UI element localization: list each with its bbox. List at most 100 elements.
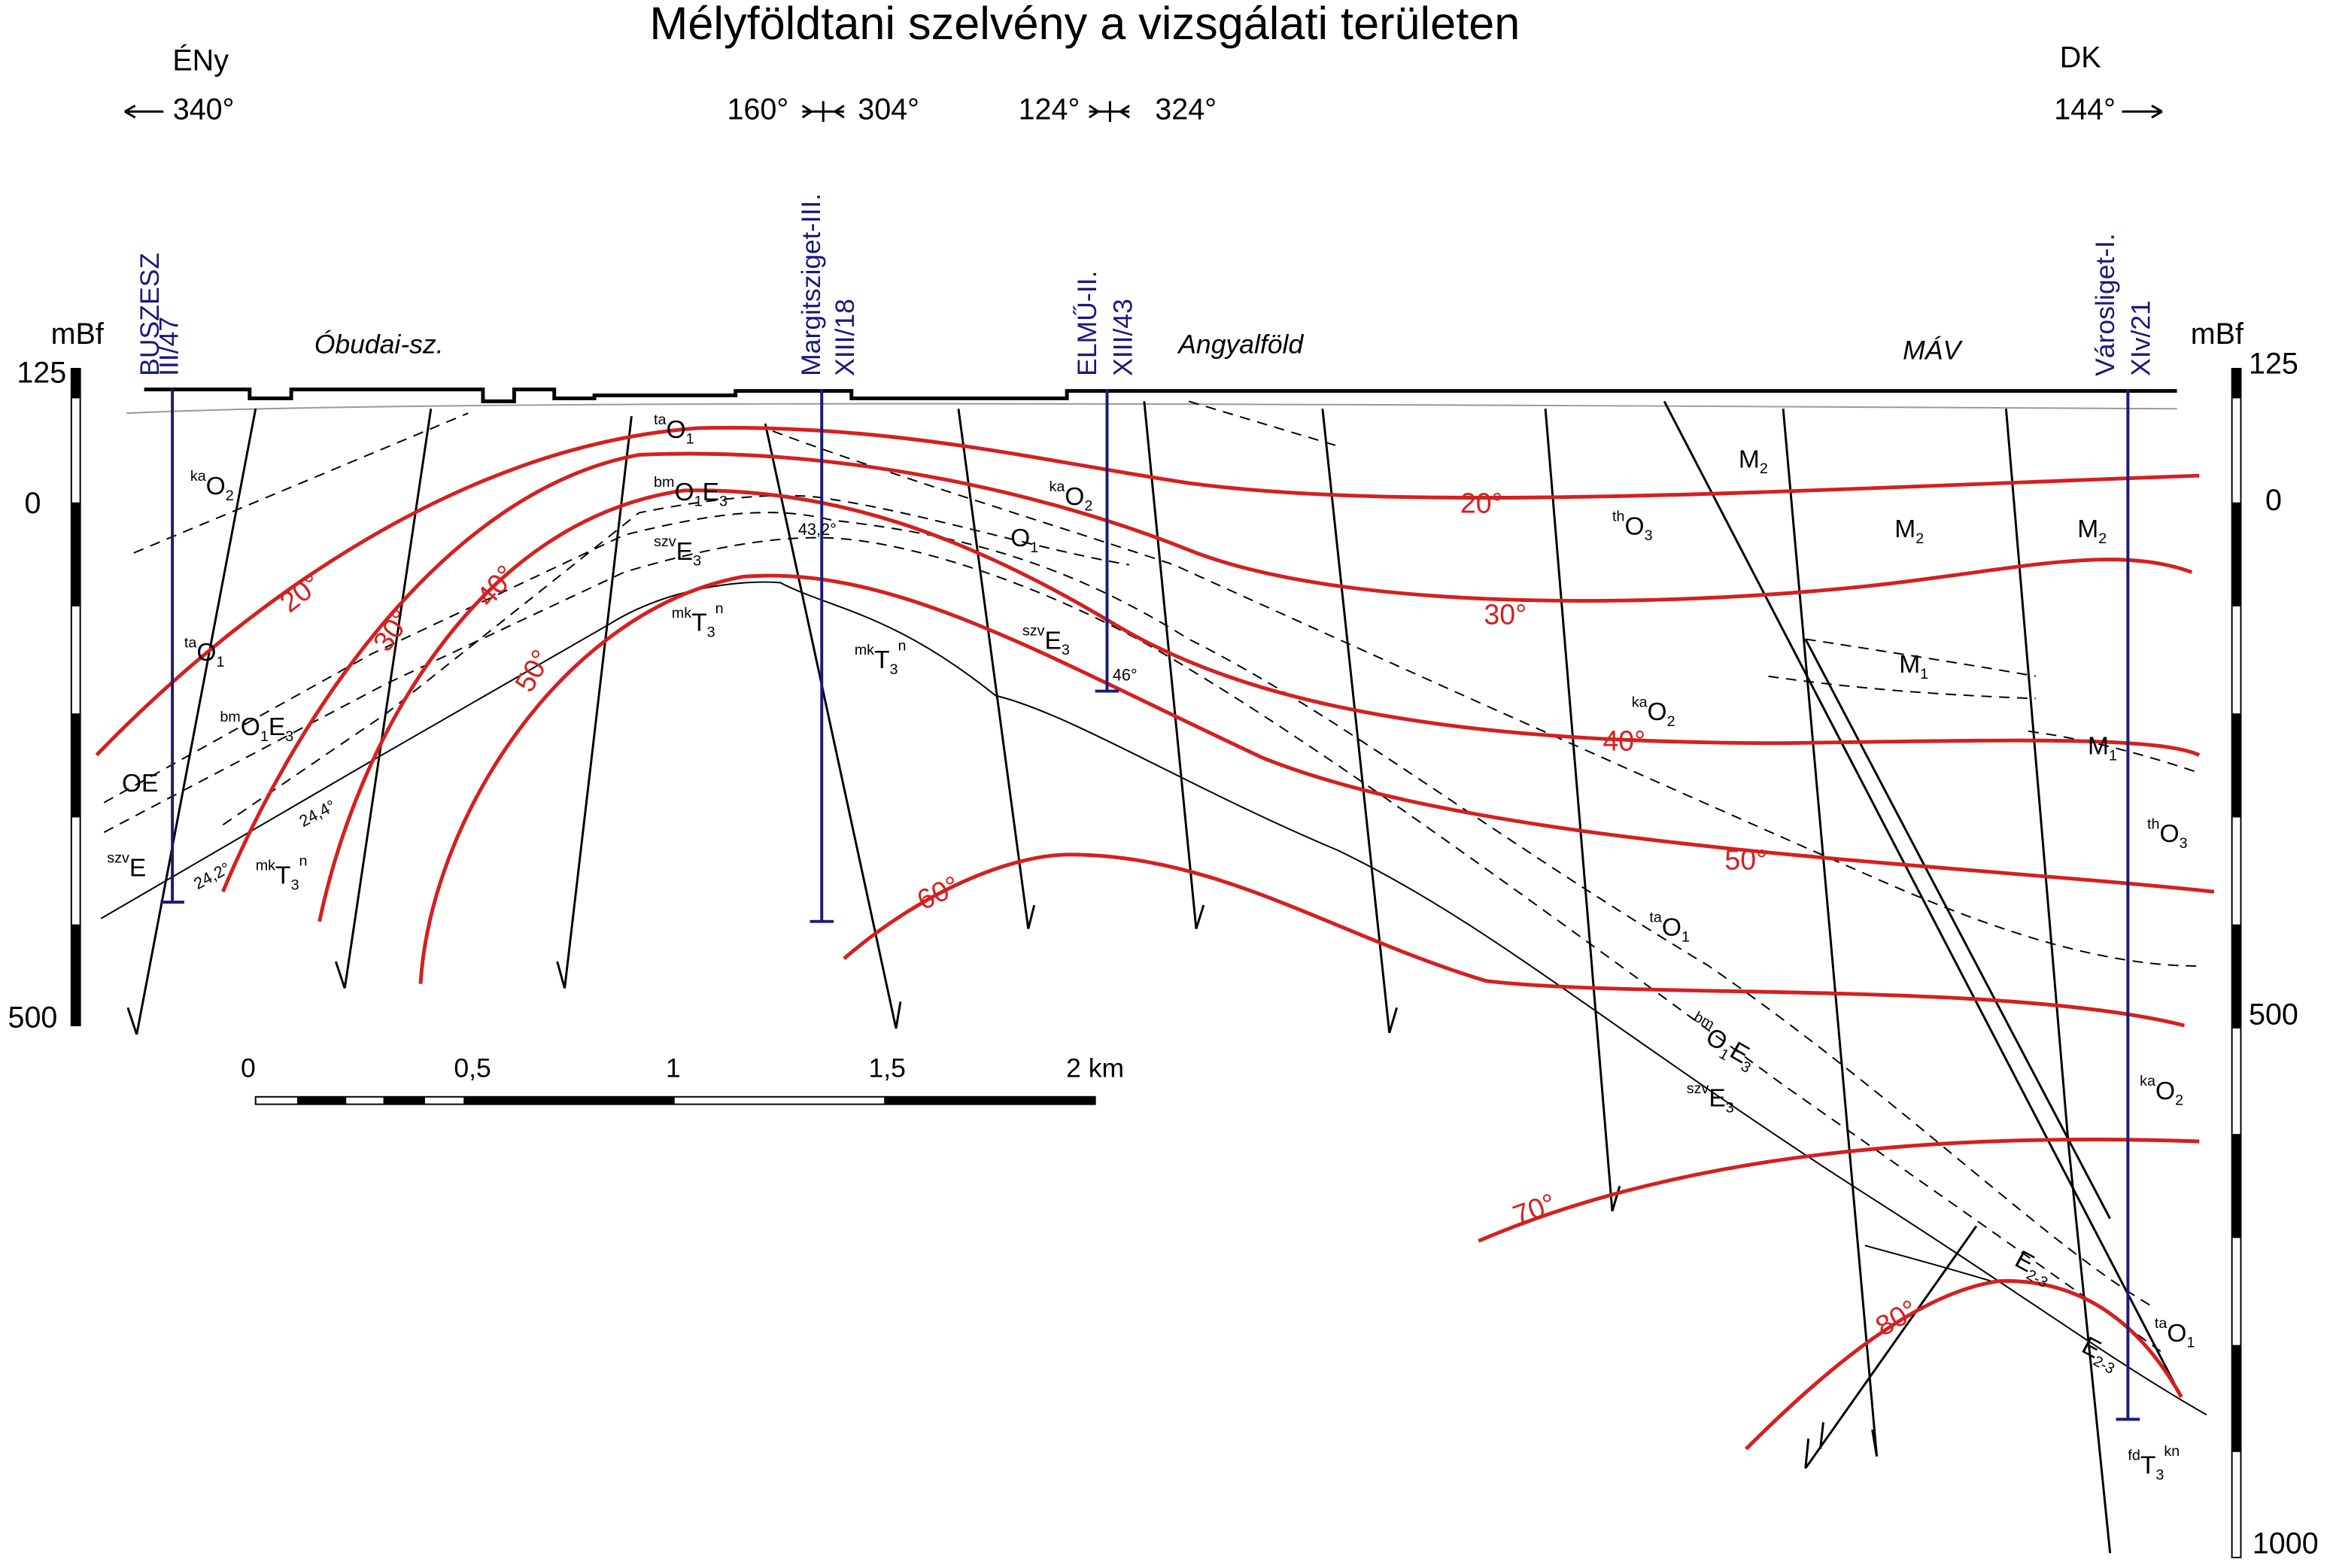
formation-main: E bbox=[1709, 1085, 1725, 1113]
wells bbox=[160, 389, 2140, 1421]
azimuth: 340° bbox=[173, 93, 235, 126]
well-name: Margitsziget-III. bbox=[796, 193, 826, 376]
formation-sub: 2 bbox=[226, 488, 234, 504]
well-name: ELMŰ-II. bbox=[1072, 271, 1102, 376]
formation-sub2: 3 bbox=[719, 494, 728, 510]
formation-pre: ka bbox=[190, 468, 206, 485]
formation-sub: 3 bbox=[1726, 1100, 1734, 1117]
well-name: Városliget-I. bbox=[2090, 233, 2120, 376]
unit: mBf bbox=[2191, 318, 2244, 351]
formation-label: mkT3n bbox=[672, 600, 724, 641]
isotherm-label: 30° bbox=[1484, 599, 1526, 631]
formation-main2: E bbox=[703, 479, 719, 506]
formation-label: M1 bbox=[1899, 651, 1928, 682]
formation-pre: ka bbox=[2140, 1073, 2155, 1089]
formation-label: szvE3 bbox=[1022, 623, 1070, 659]
formation-post: n bbox=[898, 638, 907, 655]
formation-label: mkT3n bbox=[855, 638, 907, 679]
place: MÁV bbox=[1903, 336, 1963, 366]
formation-label: kaO2 bbox=[1049, 479, 1092, 515]
formation-sub: 2 bbox=[1915, 530, 1924, 547]
formation-main: M bbox=[2088, 732, 2109, 760]
formation-main: O bbox=[667, 416, 686, 444]
direction: ÉNy bbox=[172, 44, 229, 77]
formation-pre: szv bbox=[107, 850, 129, 867]
surface bbox=[144, 387, 2177, 403]
well-id: XIII/43 bbox=[1108, 299, 1138, 376]
title: Mélyföldtani szelvény a vizsgálati terül… bbox=[649, 0, 1520, 49]
elevation-bar-left bbox=[70, 367, 81, 1026]
azimuth-arrows bbox=[124, 101, 2163, 123]
formation-label: taO1 bbox=[654, 412, 694, 448]
isotherm-label: 20° bbox=[1460, 488, 1503, 519]
formation-pre: bm bbox=[654, 474, 674, 491]
formation-main: O bbox=[674, 479, 694, 506]
formation-main: O bbox=[241, 713, 260, 741]
formation-main2: E bbox=[269, 713, 285, 741]
formation-sub: 3 bbox=[890, 661, 898, 678]
scale-label: 0,5 bbox=[454, 1053, 491, 1083]
formation-label: M1 bbox=[2088, 732, 2117, 764]
dashed-boundaries bbox=[103, 400, 2200, 1354]
formation-label: thO3 bbox=[2147, 816, 2188, 852]
formation-post: n bbox=[299, 853, 308, 870]
formation-sub: 3 bbox=[291, 877, 299, 894]
formation-pre: mk bbox=[256, 858, 275, 874]
isotherm-label: 50° bbox=[1724, 844, 1767, 876]
formation-sub: 1 bbox=[1920, 666, 1928, 682]
formation-main: O bbox=[1065, 483, 1084, 511]
formation-pre: ta bbox=[654, 412, 666, 428]
isotherm-label: 50° bbox=[509, 644, 557, 697]
formation-label: O1 bbox=[1010, 524, 1038, 556]
formation-pre: th bbox=[1612, 509, 1624, 525]
formation-pre: th bbox=[2147, 816, 2159, 833]
formation-pre: ka bbox=[1049, 479, 1065, 495]
formation-main: E bbox=[1045, 627, 1062, 655]
isotherms bbox=[95, 426, 2215, 1451]
formation-post: kn bbox=[2164, 1443, 2180, 1460]
place: Angyalföld bbox=[1177, 330, 1304, 360]
scale-label: 1,5 bbox=[868, 1053, 905, 1083]
formation-sub: 1 bbox=[686, 431, 694, 448]
formation-label: taO1 bbox=[1649, 910, 1690, 946]
formation-label: bmO1E3 bbox=[654, 474, 728, 510]
scale-label: 1 bbox=[666, 1053, 681, 1083]
formation-label: mkT3n bbox=[256, 853, 308, 894]
formation-main: O bbox=[206, 473, 226, 500]
formation-label: taO1 bbox=[184, 635, 225, 671]
scale-bar bbox=[254, 1095, 1096, 1105]
formation-sub: 2 bbox=[2098, 530, 2107, 547]
well-id: XIII/18 bbox=[830, 299, 860, 376]
boundaries bbox=[100, 581, 2207, 1416]
elevation-label: 500 bbox=[8, 1001, 57, 1034]
place: Óbudai-sz. bbox=[314, 330, 444, 360]
formation-sub: 2 bbox=[1667, 713, 1675, 730]
formation-main: O bbox=[1648, 698, 1667, 726]
formation-pre: ta bbox=[184, 635, 196, 652]
elevation-label: 125 bbox=[2249, 347, 2298, 380]
formation-main: O bbox=[2155, 1077, 2175, 1105]
formation-sub: 2 bbox=[1084, 498, 1092, 515]
formation-main: T bbox=[691, 609, 707, 637]
formation-pre: szv bbox=[1687, 1080, 1709, 1097]
formation-label: OE bbox=[122, 770, 158, 798]
dip: 46° bbox=[1113, 666, 1138, 685]
formation-label: kaO2 bbox=[2140, 1073, 2183, 1109]
azimuth: 160° bbox=[727, 93, 788, 126]
formation-sub: 1 bbox=[1030, 539, 1038, 556]
formation-main: O bbox=[196, 639, 216, 667]
elevation-bar-right bbox=[2231, 367, 2242, 1559]
formation-sub2: 3 bbox=[285, 728, 293, 745]
formation-sub: 1 bbox=[2109, 748, 2117, 764]
azimuth: 124° bbox=[1019, 93, 1080, 126]
dip: 24,2° bbox=[190, 858, 233, 893]
formation-sub: 2 bbox=[2175, 1092, 2183, 1109]
formation-label: kaO2 bbox=[190, 468, 234, 504]
formation-label: szvE bbox=[107, 850, 146, 882]
formation-sub: 3 bbox=[1062, 642, 1070, 658]
isotherm-label: 60° bbox=[912, 869, 964, 916]
formation-main: M bbox=[1899, 651, 1920, 679]
formation-pre: fd bbox=[2128, 1448, 2140, 1464]
formation-sub: 3 bbox=[1645, 527, 1653, 544]
